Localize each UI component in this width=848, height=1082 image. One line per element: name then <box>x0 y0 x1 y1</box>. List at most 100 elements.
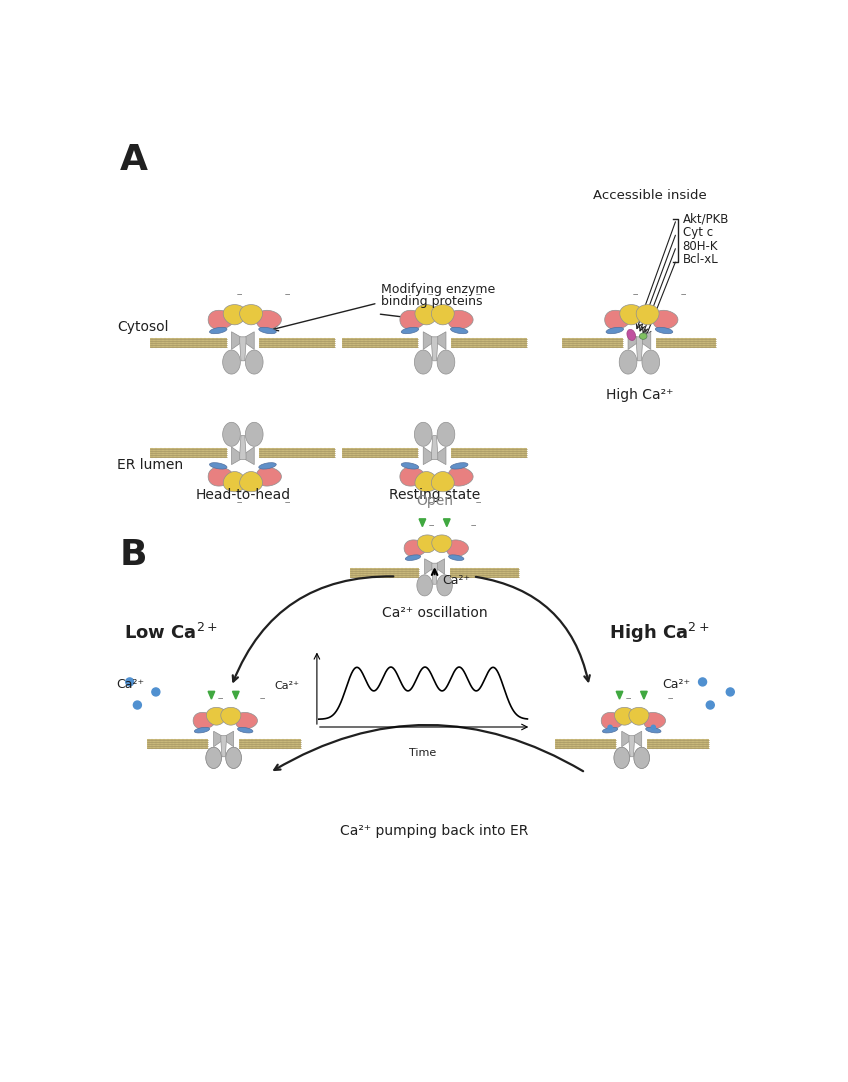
FancyBboxPatch shape <box>343 448 418 459</box>
Text: 80H-K: 80H-K <box>683 239 718 252</box>
Polygon shape <box>437 422 455 446</box>
Text: Ca²⁺ pumping back into ER: Ca²⁺ pumping back into ER <box>340 823 529 837</box>
Polygon shape <box>245 447 254 464</box>
Ellipse shape <box>401 463 419 470</box>
Ellipse shape <box>237 727 253 733</box>
Polygon shape <box>432 564 438 584</box>
Text: Cyt c: Cyt c <box>683 226 712 239</box>
FancyBboxPatch shape <box>647 739 709 750</box>
Polygon shape <box>223 472 246 491</box>
Polygon shape <box>640 691 647 699</box>
Polygon shape <box>629 708 649 725</box>
Polygon shape <box>653 311 678 329</box>
Polygon shape <box>605 311 630 329</box>
Polygon shape <box>616 691 622 699</box>
Text: Cytosol: Cytosol <box>117 320 169 334</box>
Polygon shape <box>417 575 432 596</box>
Text: ER lumen: ER lumen <box>117 458 183 472</box>
Circle shape <box>126 678 134 686</box>
Polygon shape <box>620 305 643 325</box>
Text: Ca²⁺: Ca²⁺ <box>116 677 144 690</box>
Polygon shape <box>240 337 246 360</box>
Polygon shape <box>629 736 634 756</box>
Polygon shape <box>235 712 258 729</box>
Polygon shape <box>206 748 221 768</box>
Text: Low Ca$^{2+}$: Low Ca$^{2+}$ <box>124 623 217 644</box>
Polygon shape <box>415 351 432 374</box>
Polygon shape <box>400 467 425 486</box>
Text: Modifying enzyme: Modifying enzyme <box>382 283 496 296</box>
Polygon shape <box>240 305 263 325</box>
Polygon shape <box>448 311 473 329</box>
Text: Ca²⁺: Ca²⁺ <box>443 575 471 588</box>
Polygon shape <box>208 467 233 486</box>
Polygon shape <box>404 540 427 556</box>
Polygon shape <box>432 535 452 553</box>
Polygon shape <box>226 748 242 768</box>
Polygon shape <box>432 305 455 325</box>
FancyBboxPatch shape <box>343 338 418 348</box>
Polygon shape <box>400 311 425 329</box>
Ellipse shape <box>259 328 276 333</box>
Text: Akt/PKB: Akt/PKB <box>683 213 729 226</box>
Polygon shape <box>437 351 455 374</box>
Polygon shape <box>245 332 254 349</box>
FancyBboxPatch shape <box>562 338 623 348</box>
Ellipse shape <box>450 328 468 333</box>
Polygon shape <box>220 708 241 725</box>
Text: High Ca²⁺: High Ca²⁺ <box>605 387 673 401</box>
Text: binding proteins: binding proteins <box>382 295 483 308</box>
Polygon shape <box>206 708 226 725</box>
Polygon shape <box>636 305 659 325</box>
FancyBboxPatch shape <box>259 338 335 348</box>
Circle shape <box>133 701 142 709</box>
Polygon shape <box>208 691 215 699</box>
Polygon shape <box>423 447 432 464</box>
Polygon shape <box>642 351 660 374</box>
Polygon shape <box>415 472 438 491</box>
Polygon shape <box>415 422 432 446</box>
Polygon shape <box>240 436 246 460</box>
Circle shape <box>608 725 612 729</box>
Polygon shape <box>642 332 650 349</box>
Polygon shape <box>634 748 650 768</box>
FancyBboxPatch shape <box>450 568 519 579</box>
Ellipse shape <box>606 328 623 333</box>
Polygon shape <box>208 311 233 329</box>
Polygon shape <box>232 332 240 349</box>
Polygon shape <box>636 337 643 360</box>
Polygon shape <box>634 748 650 768</box>
Text: Ca²⁺: Ca²⁺ <box>662 677 690 690</box>
Polygon shape <box>448 467 473 486</box>
Polygon shape <box>240 472 263 491</box>
Polygon shape <box>226 731 233 747</box>
Ellipse shape <box>639 333 647 340</box>
Text: B: B <box>120 538 148 572</box>
Text: A: A <box>120 143 148 177</box>
Polygon shape <box>601 712 623 729</box>
Polygon shape <box>444 519 450 527</box>
Polygon shape <box>232 447 240 464</box>
Polygon shape <box>628 332 637 349</box>
FancyBboxPatch shape <box>147 739 209 750</box>
Ellipse shape <box>450 463 468 470</box>
Ellipse shape <box>656 328 672 333</box>
Polygon shape <box>437 575 452 596</box>
Text: High Ca$^{2+}$: High Ca$^{2+}$ <box>609 621 709 646</box>
FancyBboxPatch shape <box>239 739 301 750</box>
Polygon shape <box>432 337 438 360</box>
Polygon shape <box>193 712 215 729</box>
Text: Ca²⁺: Ca²⁺ <box>275 681 300 690</box>
Polygon shape <box>423 332 432 349</box>
Polygon shape <box>232 691 239 699</box>
Polygon shape <box>417 535 438 553</box>
Polygon shape <box>437 332 446 349</box>
Polygon shape <box>245 422 263 446</box>
Polygon shape <box>437 447 446 464</box>
Ellipse shape <box>645 727 661 733</box>
Ellipse shape <box>259 463 276 470</box>
Text: Open: Open <box>416 494 453 509</box>
Text: Resting state: Resting state <box>389 488 480 502</box>
Text: Ca²⁺ oscillation: Ca²⁺ oscillation <box>382 606 488 620</box>
FancyBboxPatch shape <box>150 448 226 459</box>
